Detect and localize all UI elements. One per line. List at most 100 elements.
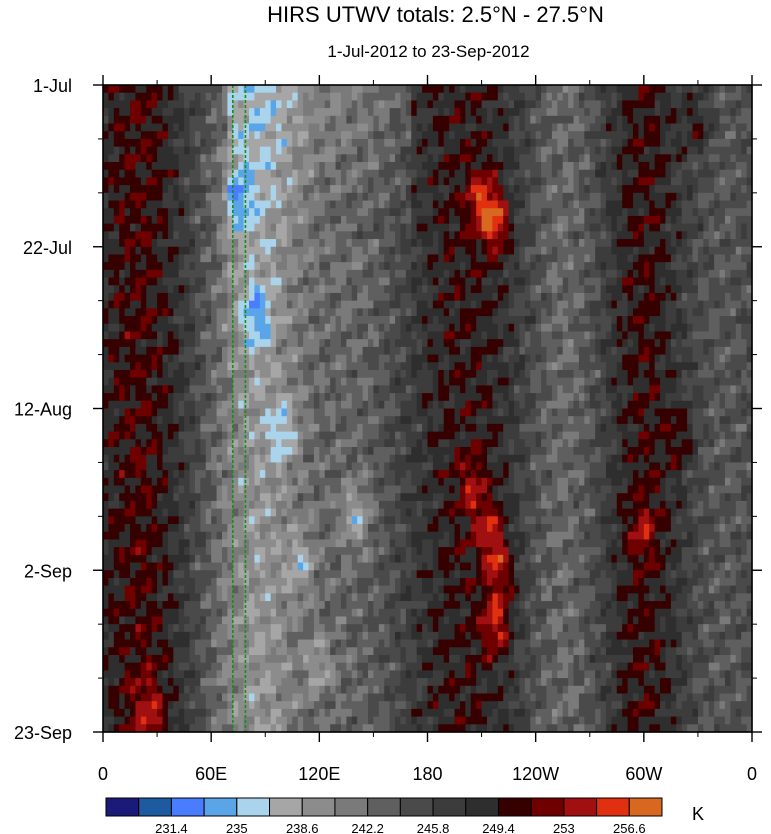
contour-cell — [492, 239, 499, 248]
contour-cell — [438, 346, 445, 356]
contour-cell — [589, 269, 596, 279]
contour-cell — [211, 108, 218, 117]
contour-cell — [286, 100, 293, 109]
contour-cell — [378, 346, 385, 356]
contour-cell — [724, 215, 731, 225]
contour-cell — [362, 123, 369, 132]
contour-cell — [459, 115, 466, 125]
contour-cell — [649, 100, 656, 109]
contour-cell — [389, 123, 396, 132]
contour-cell — [665, 154, 672, 163]
contour-cell — [384, 162, 391, 171]
contour-cell — [243, 169, 250, 179]
contour-cell — [335, 254, 342, 263]
contour-cell — [492, 177, 499, 186]
contour-cell — [611, 369, 618, 379]
contour-cell — [633, 131, 640, 140]
contour-cell — [692, 215, 699, 225]
contour-cell — [692, 138, 699, 148]
contour-cell — [746, 223, 753, 232]
contour-cell — [400, 115, 407, 125]
contour-cell — [357, 331, 364, 340]
contour-cell — [313, 162, 320, 171]
contour-cell — [135, 362, 142, 371]
contour-cell — [541, 339, 548, 348]
contour-cell — [135, 177, 142, 186]
contour-cell — [238, 162, 245, 171]
contour-cell — [551, 285, 558, 294]
contour-cell — [595, 246, 602, 256]
contour-cell — [200, 377, 207, 386]
contour-cell — [741, 208, 748, 217]
contour-cell — [670, 393, 677, 402]
contour-cell — [103, 339, 110, 348]
contour-cell — [184, 292, 191, 302]
contour-cell — [481, 339, 488, 348]
contour-cell — [692, 192, 699, 202]
contour-cell — [130, 400, 137, 410]
contour-cell — [503, 146, 510, 155]
contour-cell — [378, 200, 385, 209]
contour-cell — [405, 169, 412, 179]
contour-cell — [638, 277, 645, 286]
contour-cell — [422, 100, 429, 109]
contour-cell — [389, 146, 396, 155]
contour-cell — [654, 185, 661, 194]
contour-cell — [719, 369, 726, 379]
contour-cell — [292, 177, 299, 186]
contour-cell — [568, 393, 575, 402]
contour-cell — [146, 215, 153, 225]
contour-cell — [189, 231, 196, 240]
contour-cell — [535, 123, 542, 132]
contour-cell — [254, 362, 261, 371]
contour-cell — [308, 331, 315, 340]
contour-cell — [378, 254, 385, 263]
contour-cell — [232, 308, 239, 317]
contour-cell — [427, 146, 434, 155]
contour-cell — [633, 154, 640, 163]
contour-cell — [103, 377, 110, 386]
contour-cell — [157, 362, 164, 371]
contour-cell — [551, 377, 558, 386]
contour-cell — [541, 192, 548, 202]
contour-cell — [643, 393, 650, 402]
contour-cell — [330, 177, 337, 186]
contour-cell — [146, 385, 153, 394]
contour-cell — [568, 331, 575, 340]
contour-cell — [605, 108, 612, 117]
contour-cell — [719, 377, 726, 386]
contour-cell — [454, 393, 461, 402]
contour-cell — [719, 339, 726, 348]
contour-cell — [530, 154, 537, 163]
contour-cell — [524, 208, 531, 217]
contour-cell — [389, 385, 396, 394]
contour-cell — [227, 300, 234, 309]
contour-cell — [708, 138, 715, 148]
contour-cell — [638, 192, 645, 202]
contour-cell — [735, 185, 742, 194]
contour-cell — [157, 239, 164, 248]
contour-cell — [459, 239, 466, 248]
contour-cell — [665, 215, 672, 225]
contour-cell — [708, 200, 715, 209]
contour-cell — [681, 369, 688, 379]
contour-cell — [735, 154, 742, 163]
contour-cell — [346, 354, 353, 363]
contour-cell — [308, 92, 315, 101]
contour-cell — [330, 339, 337, 348]
contour-cell — [286, 115, 293, 125]
contour-cell — [357, 185, 364, 194]
contour-cell — [292, 215, 299, 225]
contour-cell — [665, 269, 672, 279]
contour-cell — [492, 146, 499, 155]
contour-cell — [681, 208, 688, 217]
contour-cell — [422, 308, 429, 317]
contour-cell — [465, 300, 472, 309]
contour-cell — [573, 169, 580, 179]
contour-cell — [313, 123, 320, 132]
contour-cell — [708, 123, 715, 132]
contour-cell — [362, 239, 369, 248]
contour-cell — [411, 346, 418, 356]
contour-cell — [162, 393, 169, 402]
contour-cell — [200, 231, 207, 240]
